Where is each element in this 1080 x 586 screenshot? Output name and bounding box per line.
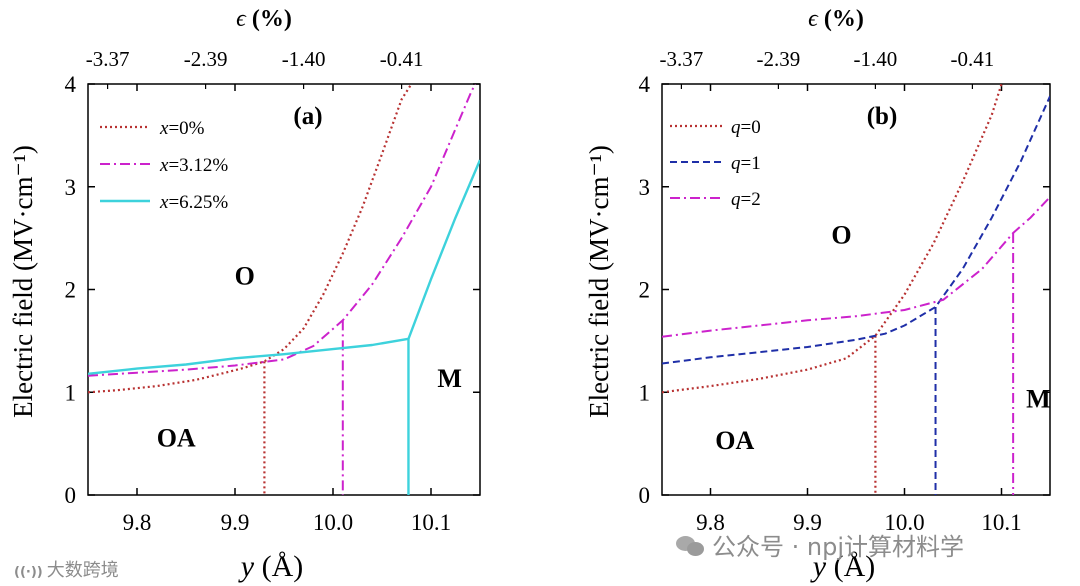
panel-a-y-tick-label: 1 <box>65 380 77 405</box>
panel-a-series-line <box>88 84 477 377</box>
panel-a-top-tick-label: -0.41 <box>380 47 424 71</box>
panel-b-series-line <box>662 84 1003 394</box>
panel-b-top-tick-label: -0.41 <box>951 47 995 71</box>
panel-b-top-axis-title: ϵ (%) <box>808 6 864 32</box>
panel-a-x-tick-label: 9.9 <box>221 510 250 535</box>
panel-b-y-tick-label: 4 <box>639 72 651 97</box>
panel-b-y-tick-label: 0 <box>639 483 651 508</box>
panel-b-x-axis-title: y (Å) <box>810 550 875 583</box>
panel-a-legend-label: x=3.12% <box>159 155 228 176</box>
watermark-left-text: 大数跨境 <box>46 560 119 581</box>
panel-b-y-tick-label: 1 <box>639 380 651 405</box>
panel-a-axes-frame <box>87 83 481 496</box>
panel-b-legend-label: q=2 <box>731 189 761 210</box>
panel-a-x-tick-label: 10.1 <box>411 510 451 535</box>
panel-a-y-tick-label: 4 <box>65 72 77 97</box>
panel-b-x-tick-label: 10.1 <box>981 510 1021 535</box>
panel-a-x-axis-title: y (Å) <box>238 550 303 583</box>
panel-b-series-line <box>662 95 1050 365</box>
panel-a-x-tick-label: 9.8 <box>123 510 152 535</box>
panel-a-top-tick-label: -2.39 <box>184 47 228 71</box>
panel-b-x-tick-label: 10.0 <box>884 510 924 535</box>
panel-a-top-axis-title: ϵ (%) <box>236 6 292 32</box>
panel-b-top-tick-label: -1.40 <box>854 47 898 71</box>
panel-b-top-tick-label: -2.39 <box>757 47 801 71</box>
panel-a-legend-label: x=0% <box>159 118 205 139</box>
panel-a-region-label: O <box>235 261 255 290</box>
panel-b-series-line <box>662 196 1050 338</box>
panel-b-plot-area <box>662 84 1050 495</box>
panel-a-y-tick-label: 2 <box>65 278 77 303</box>
panel-b-top-tick-label: -3.37 <box>660 47 704 71</box>
panel-a-y-tick-label: 3 <box>65 175 77 200</box>
panel-a-top-tick-label: -3.37 <box>86 47 130 71</box>
panel-a-y-axis-title: Electric field (MV·cm⁻¹) <box>8 145 38 418</box>
panel-a-top-tick-label: -1.40 <box>282 47 326 71</box>
panel-a-region-label: M <box>437 364 462 393</box>
panel-b-legend-label: q=0 <box>731 117 761 138</box>
panel-b-y-axis-title: Electric field (MV·cm⁻¹) <box>584 145 614 418</box>
panel-b-x-tick-label: 9.8 <box>696 510 725 535</box>
panel-b-x-tick-label: 9.9 <box>793 510 822 535</box>
panel-a-y-tick-label: 0 <box>65 483 77 508</box>
panel-b-region-label: M <box>1026 385 1051 414</box>
panel-b-y-tick-label: 3 <box>639 175 651 200</box>
panel-a-series-line <box>88 159 480 375</box>
panel-b-legend-label: q=1 <box>731 153 761 174</box>
wechat-icon <box>676 534 706 558</box>
watermark-right: 公众号 · npj计算材料学 <box>676 527 964 562</box>
panel-b-panel-label: (b) <box>867 103 898 130</box>
panel-a-region-label: OA <box>157 424 196 453</box>
panel-b-region-label: OA <box>715 426 754 455</box>
panel-a-legend-label: x=6.25% <box>159 192 228 213</box>
panel-a: 9.8 9.9 10.0 10.1 -3.37 -2.39 -1.40 -0.41 0 1 2 3 4 ϵ… <box>8 6 481 583</box>
watermark-left: ((·)) 大数跨境 <box>14 556 119 582</box>
watermark-right-text: 公众号 · npj计算材料学 <box>712 533 964 561</box>
panel-a-panel-label: (a) <box>293 103 322 130</box>
panel-a-x-tick-label: 10.0 <box>313 510 353 535</box>
panel-b-region-label: O <box>831 220 851 249</box>
watermark-logo-icon: ((·)) <box>14 565 43 580</box>
panel-b: 9.8 9.9 10.0 10.1 -3.37 -2.39 -1.40 -0.41 0 1 2 3 4 ϵ… <box>584 6 1051 583</box>
panel-b-y-tick-label: 2 <box>639 278 651 303</box>
panel-a-plot-area <box>88 84 480 495</box>
